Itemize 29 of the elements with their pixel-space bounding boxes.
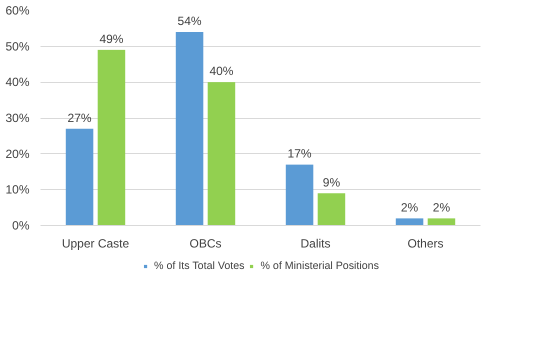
y-tick-label: 20% (5, 146, 30, 161)
legend-label: % of Its Total Votes (154, 260, 244, 272)
bar (318, 193, 346, 226)
x-tick-label: Dalits (300, 236, 331, 250)
data-label: 2% (432, 200, 450, 214)
data-label: 40% (209, 64, 234, 78)
y-tick-label: 50% (5, 39, 30, 54)
x-tick-label: Upper Caste (62, 236, 130, 250)
data-label: 17% (288, 146, 312, 161)
bar (396, 218, 424, 226)
legend-label: % of Ministerial Positions (260, 260, 379, 272)
data-label: 2% (400, 200, 419, 214)
y-tick-label: 30% (5, 111, 30, 125)
bar (66, 128, 94, 226)
x-tick-label: OBCs (190, 236, 222, 250)
bar (428, 218, 456, 226)
bar (286, 164, 314, 226)
y-tick-label: 10% (5, 182, 30, 197)
data-label: 49% (99, 32, 124, 46)
y-tick-label: 60% (5, 4, 30, 18)
y-tick-label: 0% (12, 218, 30, 232)
data-label: 27% (68, 110, 92, 125)
bar (176, 32, 204, 226)
x-tick-label: Others (407, 236, 444, 250)
data-label: 54% (178, 14, 202, 28)
data-label: 9% (322, 175, 340, 190)
y-tick-label: 40% (5, 75, 30, 90)
bar (98, 50, 126, 226)
bar (208, 82, 236, 226)
